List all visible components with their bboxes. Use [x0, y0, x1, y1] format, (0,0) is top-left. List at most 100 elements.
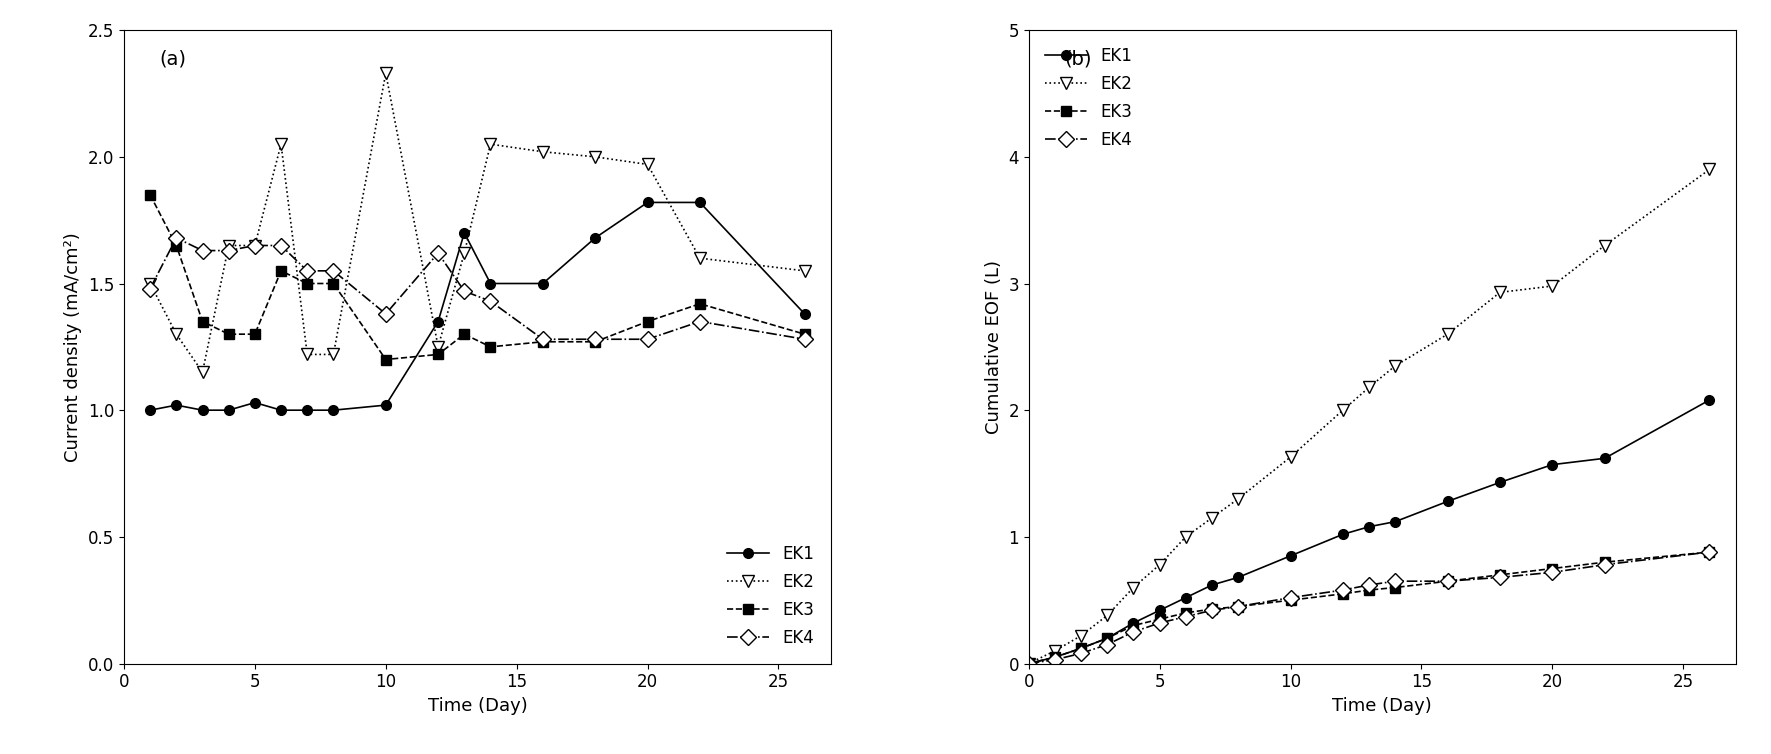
EK1 — [1176, 593, 1197, 602]
EK4 — [1543, 568, 1564, 577]
EK4 — [453, 287, 475, 296]
EK1 — [166, 400, 188, 409]
EK1 — [244, 398, 266, 407]
EK3 — [244, 329, 266, 339]
EK2 — [1436, 329, 1458, 339]
Line: EK3: EK3 — [1024, 547, 1714, 668]
EK1 — [1018, 659, 1040, 668]
EK1 — [1489, 478, 1511, 487]
Line: EK4: EK4 — [145, 232, 809, 345]
EK4 — [793, 335, 815, 344]
EK2 — [140, 279, 161, 288]
EK4 — [244, 241, 266, 250]
Line: EK2: EK2 — [1022, 164, 1716, 670]
EK4 — [1358, 581, 1380, 590]
EK2 — [1227, 495, 1249, 504]
EK1 — [375, 400, 397, 409]
EK1 — [1201, 581, 1222, 590]
EK4 — [1489, 573, 1511, 582]
EK2 — [1045, 646, 1066, 655]
EK3 — [1698, 547, 1720, 556]
EK2 — [638, 160, 659, 169]
EK3 — [793, 329, 815, 339]
EK3 — [1149, 615, 1171, 624]
Line: EK3: EK3 — [145, 190, 809, 364]
Line: EK1: EK1 — [145, 198, 809, 415]
EK4 — [1280, 593, 1302, 602]
EK2 — [1018, 659, 1040, 668]
EK4 — [375, 309, 397, 318]
Line: EK1: EK1 — [1024, 395, 1714, 668]
EK4 — [638, 335, 659, 344]
EK3 — [1489, 570, 1511, 579]
X-axis label: Time (Day): Time (Day) — [427, 697, 528, 715]
EK2 — [191, 368, 213, 377]
EK1 — [296, 406, 317, 415]
EK4 — [1045, 655, 1066, 664]
X-axis label: Time (Day): Time (Day) — [1332, 697, 1433, 715]
EK1 — [322, 406, 344, 415]
EK1 — [480, 279, 501, 288]
EK3 — [689, 299, 710, 308]
EK2 — [1385, 361, 1406, 370]
Text: (a): (a) — [159, 49, 186, 68]
EK1 — [1096, 633, 1118, 642]
EK3 — [1358, 586, 1380, 595]
EK2 — [1070, 631, 1091, 640]
EK1 — [453, 228, 475, 238]
EK3 — [1436, 577, 1458, 586]
EK4 — [1385, 577, 1406, 586]
EK3 — [1227, 602, 1249, 611]
EK4 — [1227, 602, 1249, 611]
EK1 — [218, 406, 239, 415]
EK3 — [1018, 659, 1040, 668]
EK2 — [218, 241, 239, 250]
EK3 — [271, 266, 292, 275]
EK1 — [1280, 551, 1302, 560]
EK2 — [1123, 583, 1144, 592]
EK4 — [1070, 649, 1091, 658]
EK3 — [1543, 564, 1564, 573]
EK2 — [453, 249, 475, 258]
EK3 — [166, 241, 188, 250]
EK4 — [1018, 659, 1040, 668]
EK3 — [1280, 596, 1302, 605]
EK4 — [584, 335, 606, 344]
EK3 — [191, 317, 213, 326]
EK2 — [1543, 281, 1564, 290]
EK3 — [322, 279, 344, 288]
EK4 — [1594, 560, 1615, 569]
EK2 — [1176, 532, 1197, 541]
EK1 — [1227, 573, 1249, 582]
EK1 — [1594, 454, 1615, 463]
EK1 — [689, 198, 710, 207]
EK2 — [296, 350, 317, 359]
EK4 — [533, 335, 554, 344]
EK3 — [1594, 558, 1615, 567]
EK4 — [1201, 605, 1222, 615]
EK3 — [375, 355, 397, 364]
Text: (b): (b) — [1064, 49, 1091, 68]
EK1 — [271, 406, 292, 415]
EK2 — [244, 241, 266, 250]
EK4 — [322, 266, 344, 275]
EK4 — [480, 297, 501, 306]
EK3 — [1096, 633, 1118, 642]
EK4 — [1096, 640, 1118, 649]
EK3 — [427, 350, 448, 359]
EK1 — [1123, 618, 1144, 627]
EK2 — [1332, 406, 1353, 415]
EK4 — [427, 249, 448, 258]
EK1 — [1543, 460, 1564, 469]
EK4 — [296, 266, 317, 275]
EK2 — [1594, 241, 1615, 250]
EK1 — [1332, 530, 1353, 539]
EK2 — [1201, 513, 1222, 523]
Legend: EK1, EK2, EK3, EK4: EK1, EK2, EK3, EK4 — [719, 537, 822, 655]
EK2 — [322, 350, 344, 359]
EK4 — [218, 246, 239, 255]
EK3 — [453, 329, 475, 339]
EK3 — [584, 337, 606, 346]
EK3 — [638, 317, 659, 326]
EK3 — [296, 279, 317, 288]
